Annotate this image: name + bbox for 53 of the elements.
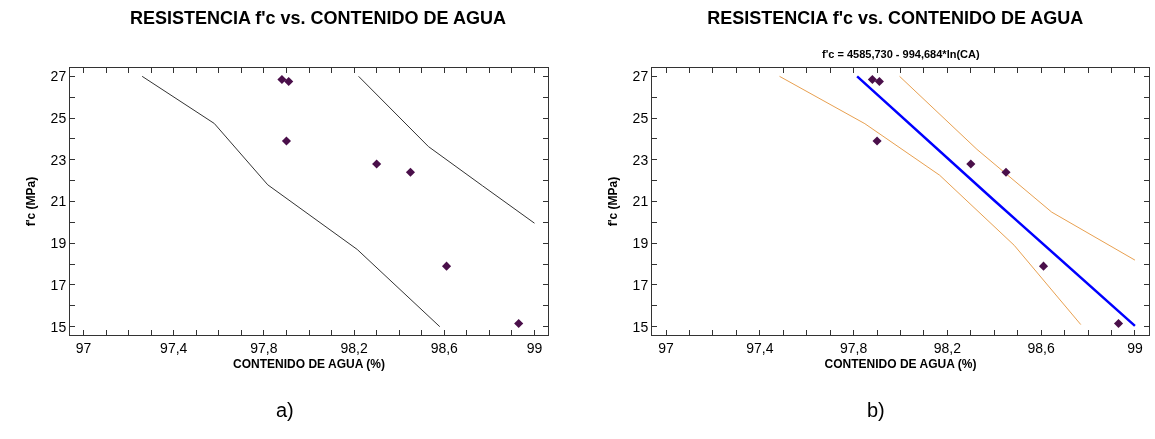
x-tick-label: 98,2 [340,339,368,356]
x-tick-label: 97,8 [839,339,868,356]
y-tick-label: 23 [50,151,67,168]
point [372,159,382,169]
y-tick-label: 21 [50,193,67,210]
y-tick-label: 17 [50,276,67,293]
x-tick-label: 97,4 [160,339,188,356]
y-tick-label: 15 [632,318,649,335]
y-axis-title: f'c (MPa) [605,176,620,227]
point [284,77,294,87]
chart-title: RESISTENCIA f'c vs. CONTENIDO DE AGUA [707,7,1084,28]
y-tick-label: 25 [632,109,649,126]
line-series [779,75,1082,326]
x-tick-label: 99 [526,339,543,356]
point [281,136,291,146]
y-tick-label: 27 [50,68,67,85]
point [874,77,884,87]
y-tick-label: 19 [632,235,649,252]
text: a) [276,399,294,421]
point [1038,261,1049,271]
y-tick-label: 17 [632,276,649,293]
x-axis-title: CONTENIDO DE AGUA (%) [824,356,977,371]
point [867,74,877,85]
y-tick-label: 27 [632,68,649,85]
line-series [358,75,535,224]
point [514,318,524,329]
point [441,261,452,271]
point [277,74,287,85]
y-tick-label: 19 [50,235,67,252]
y-tick-label: 15 [50,318,67,335]
x-tick-label: 98,6 [1027,339,1055,356]
x-tick-label: 97,4 [746,339,774,356]
x-tick-label: 99 [1127,339,1143,356]
x-tick-label: 98,6 [430,339,459,356]
y-tick-label: 25 [50,109,67,126]
x-tick-label: 97,8 [250,339,278,356]
point [966,159,976,169]
point [1001,167,1011,177]
x-tick-label: 97 [75,339,92,356]
chart-subtitle: f'c = 4585,730 - 994,684*ln(CA) [822,48,980,60]
point [1113,318,1124,329]
text: b) [867,399,885,421]
x-tick-label: 97 [658,339,675,356]
line-series [899,75,1136,261]
y-tick-label: 23 [632,151,649,168]
y-axis-title: f'c (MPa) [23,176,38,227]
y-tick-label: 21 [632,193,649,210]
x-axis-title: CONTENIDO DE AGUA (%) [233,356,385,371]
point [872,136,882,146]
line-series [141,75,441,328]
x-tick-label: 98,2 [933,339,962,356]
point [405,167,416,177]
chart-title: RESISTENCIA f'c vs. CONTENIDO DE AGUA [129,7,506,28]
